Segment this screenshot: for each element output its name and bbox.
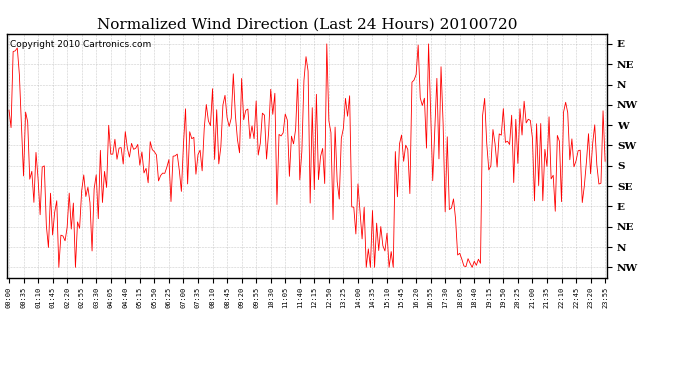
Text: Copyright 2010 Cartronics.com: Copyright 2010 Cartronics.com xyxy=(10,40,151,49)
Title: Normalized Wind Direction (Last 24 Hours) 20100720: Normalized Wind Direction (Last 24 Hours… xyxy=(97,17,518,31)
